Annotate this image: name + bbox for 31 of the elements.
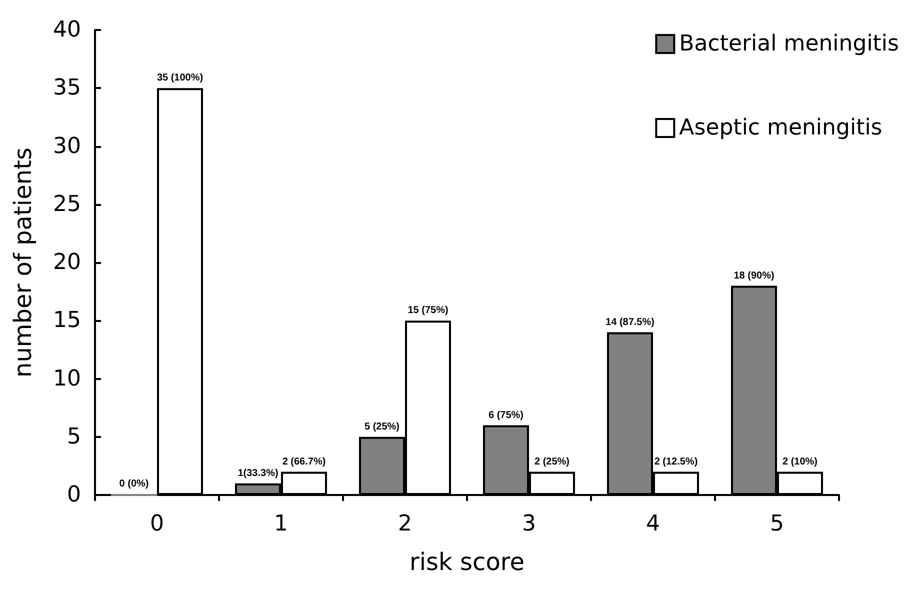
data-label: 35 (100%) [156, 72, 204, 84]
y-tick-label: 40 [53, 18, 81, 42]
data-label: 2 (25%) [534, 456, 570, 468]
x-tick-label: 2 [398, 512, 412, 536]
y-tick-label: 35 [53, 76, 81, 101]
y-tick-label: 10 [53, 366, 81, 392]
y-axis-title: number of patients [9, 148, 37, 378]
data-label: 5 (25%) [364, 421, 400, 432]
x-tick-label: 4 [646, 512, 660, 536]
x-tick-label: 3 [522, 512, 536, 536]
y-tick-label: 5 [67, 424, 81, 450]
data-label: 1(33.3%) [238, 468, 278, 479]
x-tick-label: 0 [150, 512, 164, 536]
data-label: 0 (0%) [119, 478, 149, 490]
y-tick-label: 20 [53, 250, 81, 275]
legend-label: Bacterial meningitis [679, 32, 900, 56]
x-tick-label: 1 [274, 512, 288, 536]
y-tick-label: 0 [67, 482, 81, 508]
data-label: 15 (75%) [408, 305, 448, 316]
data-label: 6 (75%) [488, 410, 524, 421]
data-label: 18 (90%) [734, 270, 774, 282]
data-label: 14 (87.5%) [606, 316, 654, 328]
y-tick-label: 30 [53, 134, 81, 159]
x-tick-label: 5 [770, 512, 784, 536]
y-tick-label: 25 [53, 192, 81, 217]
legend-label: Aseptic meningitis [679, 116, 882, 140]
data-label: 2 (66.7%) [282, 456, 326, 468]
y-tick-label: 15 [53, 308, 81, 334]
x-axis-title: risk score [409, 548, 525, 576]
data-label: 2 (10%) [782, 456, 818, 468]
data-label: 2 (12.5%) [654, 456, 698, 468]
